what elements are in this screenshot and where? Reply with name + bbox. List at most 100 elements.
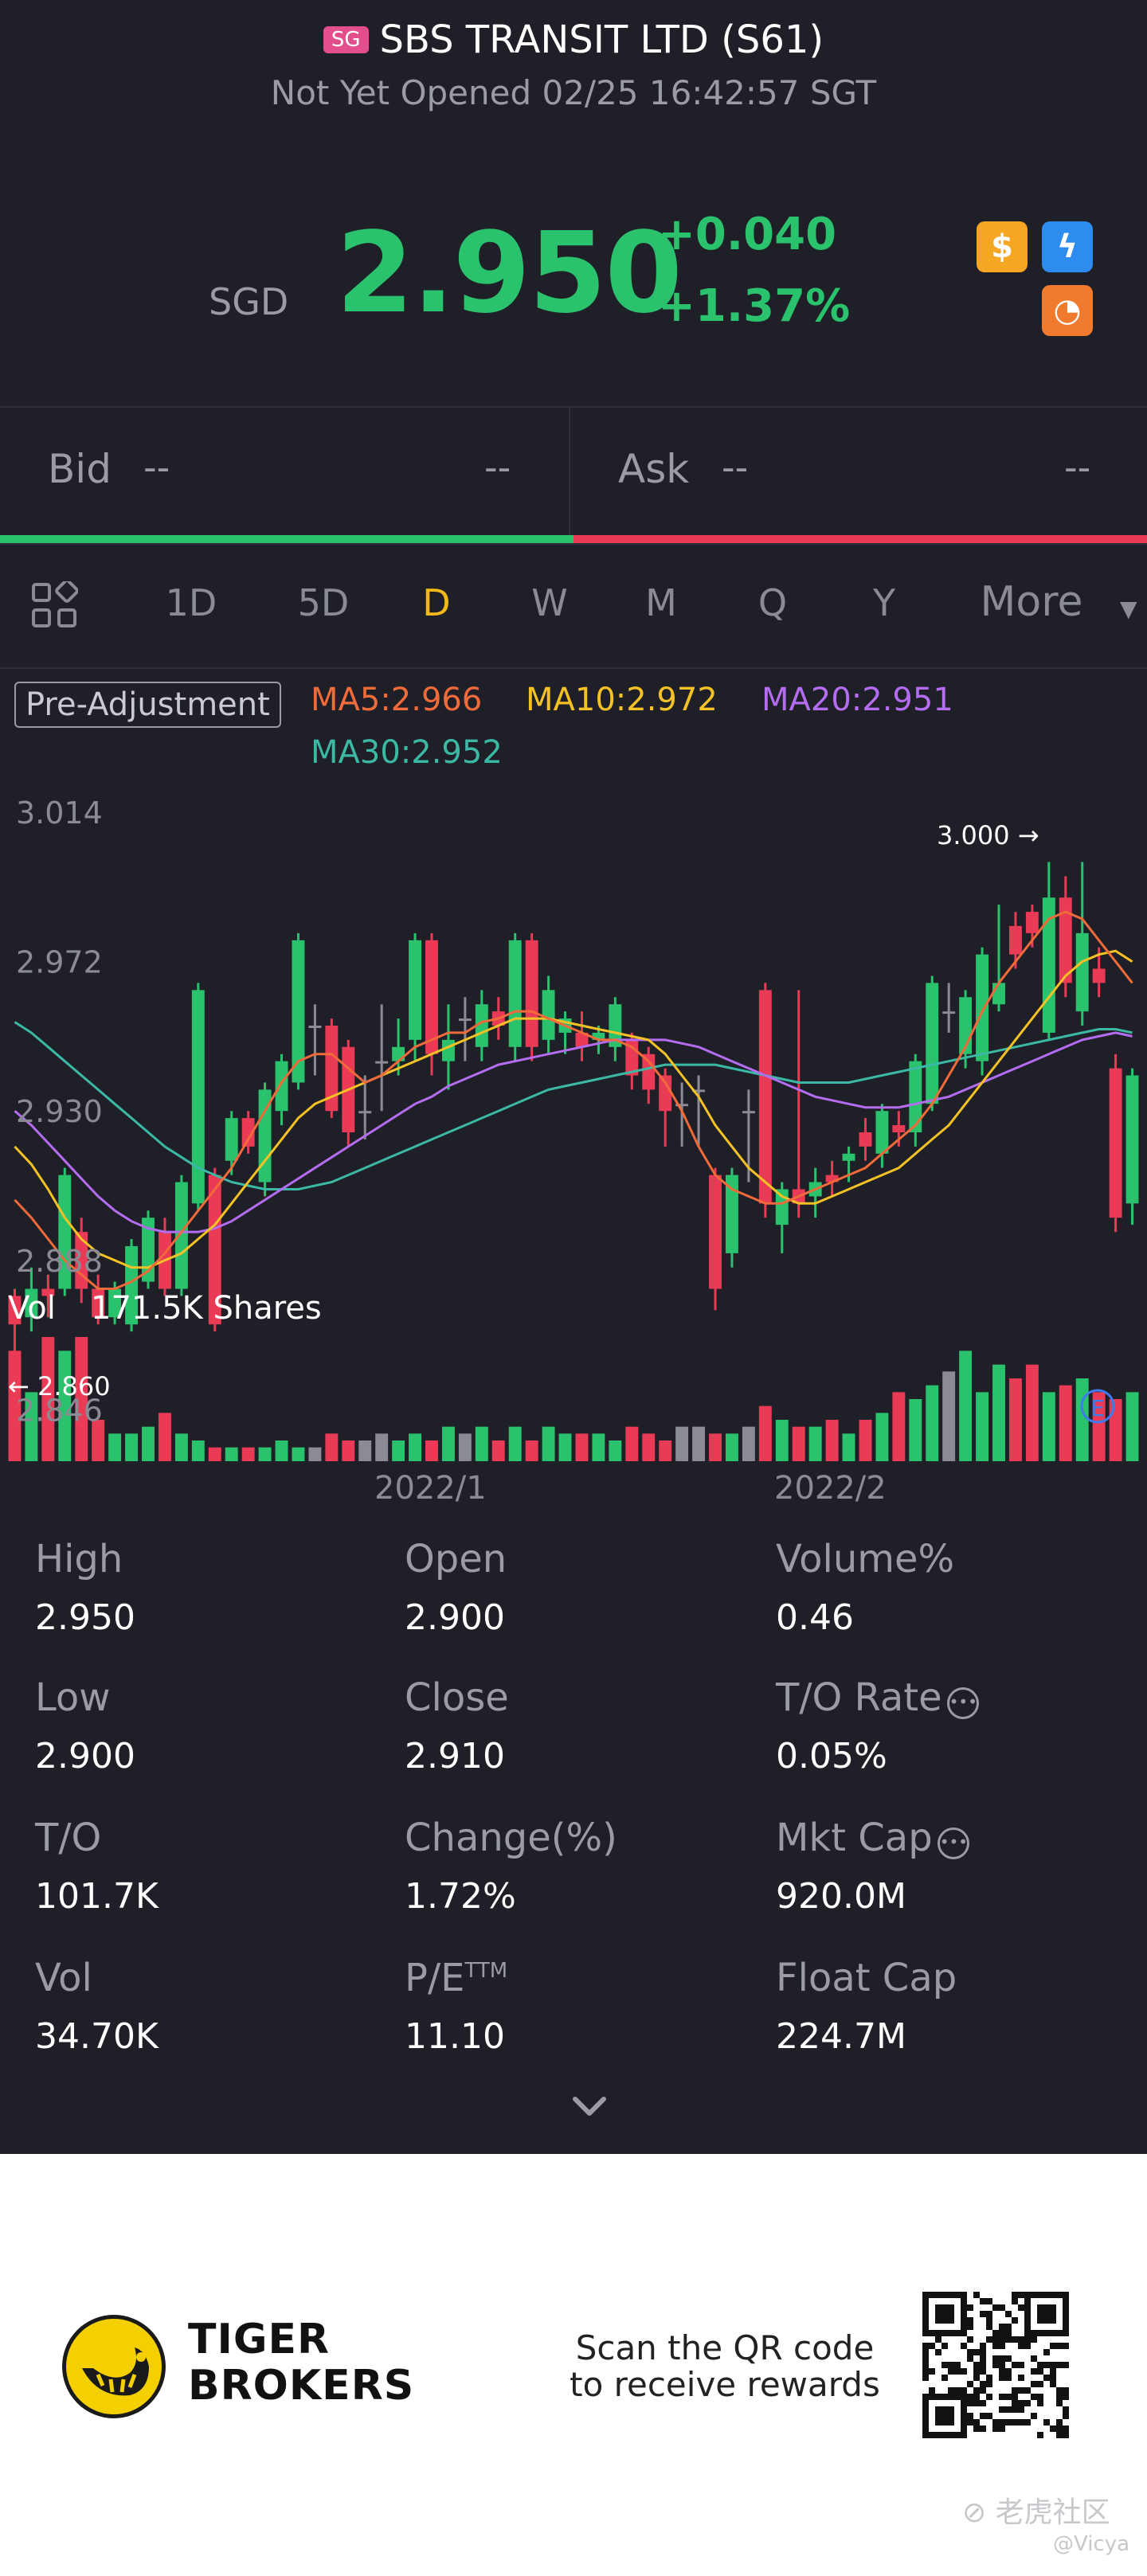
community-watermark: ⊘ 老虎社区: [962, 2496, 1110, 2529]
qr-module: [1050, 2362, 1056, 2368]
candle-body: [942, 1011, 956, 1014]
divider: [0, 406, 1147, 408]
candle-body: [1025, 912, 1039, 933]
tab-more[interactable]: More: [980, 578, 1083, 626]
qr-module: [1063, 2394, 1069, 2400]
qr-module: [1063, 2324, 1069, 2330]
qr-module: [1031, 2394, 1037, 2400]
qr-module: [1050, 2304, 1056, 2311]
volume-bar: [942, 1371, 956, 1461]
stat-label-close: Close: [405, 1675, 509, 1720]
qr-module: [999, 2419, 1005, 2426]
qr-module: [929, 2432, 935, 2438]
chevron-down-icon[interactable]: [558, 2085, 621, 2132]
lightning-icon[interactable]: ϟ: [1042, 221, 1093, 272]
candle-body: [375, 1061, 389, 1064]
dropdown-arrow-icon[interactable]: ▼: [1120, 596, 1137, 622]
qr-module: [1050, 2375, 1056, 2381]
volume-bar: [892, 1392, 906, 1461]
stat-value-low: 2.900: [35, 1736, 135, 1777]
candle-body: [475, 1004, 488, 1047]
qr-module: [1031, 2330, 1037, 2336]
qr-module: [1063, 2298, 1069, 2304]
candle-body: [41, 1288, 55, 1296]
qr-module: [967, 2324, 973, 2330]
qr-module: [973, 2426, 980, 2432]
qr-module: [1037, 2330, 1043, 2336]
qr-module: [941, 2362, 948, 2368]
more-info-icon[interactable]: •••: [937, 1827, 969, 1859]
qr-module: [1063, 2426, 1069, 2432]
qr-module: [922, 2406, 929, 2413]
price-axis-label: 2.888: [16, 1244, 103, 1279]
stat-label-high: High: [35, 1537, 123, 1581]
tab-1d[interactable]: 1D: [165, 581, 217, 624]
grid-icon[interactable]: [30, 579, 79, 629]
qr-module: [980, 2298, 986, 2304]
stat-value-close: 2.910: [405, 1736, 505, 1777]
stat-label-low: Low: [35, 1675, 111, 1720]
tiger-brokers-logo: [62, 2315, 166, 2418]
candle-body: [992, 983, 1005, 1005]
qr-module: [1056, 2394, 1063, 2400]
qr-module: [935, 2413, 941, 2419]
candle-body: [225, 1118, 238, 1161]
chart-badge-icon[interactable]: ◔: [1042, 285, 1093, 336]
qr-module: [1043, 2419, 1050, 2426]
volume-bar: [8, 1351, 22, 1461]
volume-bar: [842, 1433, 855, 1461]
volume-bar: [325, 1433, 339, 1461]
qr-module: [980, 2343, 986, 2349]
candle-body: [308, 1026, 322, 1028]
volume-bar: [508, 1426, 522, 1461]
tab-d[interactable]: D: [422, 581, 451, 624]
qr-module: [1005, 2324, 1012, 2330]
qr-module: [1037, 2368, 1043, 2375]
volume-bar: [825, 1420, 839, 1461]
qr-module: [973, 2362, 980, 2368]
tab-q[interactable]: Q: [757, 581, 788, 624]
qr-module: [1063, 2387, 1069, 2394]
candlestick-chart[interactable]: 3.014 2.972 2.930 2.888 2.846 3.000 → ← 2.860 E: [0, 788, 1147, 1473]
tab-5d[interactable]: 5D: [297, 581, 350, 624]
volume-bar: [125, 1433, 139, 1461]
qr-module: [1037, 2381, 1043, 2387]
qr-module: [973, 2387, 980, 2394]
more-info-icon[interactable]: •••: [946, 1687, 979, 1719]
qr-module: [992, 2426, 999, 2432]
dollar-icon[interactable]: $: [977, 221, 1028, 272]
candle-body: [976, 954, 989, 1061]
qr-module: [1037, 2317, 1043, 2324]
candle-body: [758, 990, 772, 1204]
qr-module: [954, 2432, 961, 2438]
divider: [569, 408, 570, 535]
qr-module: [980, 2381, 986, 2387]
ask-label: Ask: [618, 446, 690, 492]
qr-module: [941, 2304, 948, 2311]
tab-y[interactable]: Y: [872, 581, 896, 624]
candle-body: [909, 1061, 922, 1132]
tab-m[interactable]: M: [645, 581, 677, 624]
qr-module: [948, 2292, 954, 2298]
qr-module: [961, 2400, 967, 2406]
qr-module: [1043, 2375, 1050, 2381]
qr-module: [922, 2304, 929, 2311]
qr-module: [999, 2362, 1005, 2368]
scan-text-line-1: Scan the QR code: [575, 2328, 875, 2367]
volume-bar: [241, 1447, 255, 1461]
qr-module: [1024, 2400, 1031, 2406]
pre-adjustment-button[interactable]: Pre-Adjustment: [14, 682, 281, 728]
price-axis-label: 3.014: [16, 795, 103, 831]
stat-value-high: 2.950: [35, 1597, 135, 1638]
qr-module: [941, 2317, 948, 2324]
volume-bar: [1008, 1378, 1022, 1461]
qr-module: [948, 2311, 954, 2317]
qr-module: [992, 2362, 999, 2368]
candle-body: [926, 983, 939, 1104]
qr-module: [961, 2368, 967, 2375]
candle-body: [292, 940, 305, 1083]
qr-module: [1024, 2317, 1031, 2324]
high-price-marker: 3.000 →: [937, 820, 1039, 850]
market-status: Not Yet Opened 02/25 16:42:57 SGT: [270, 73, 877, 112]
tab-w[interactable]: W: [531, 581, 568, 624]
